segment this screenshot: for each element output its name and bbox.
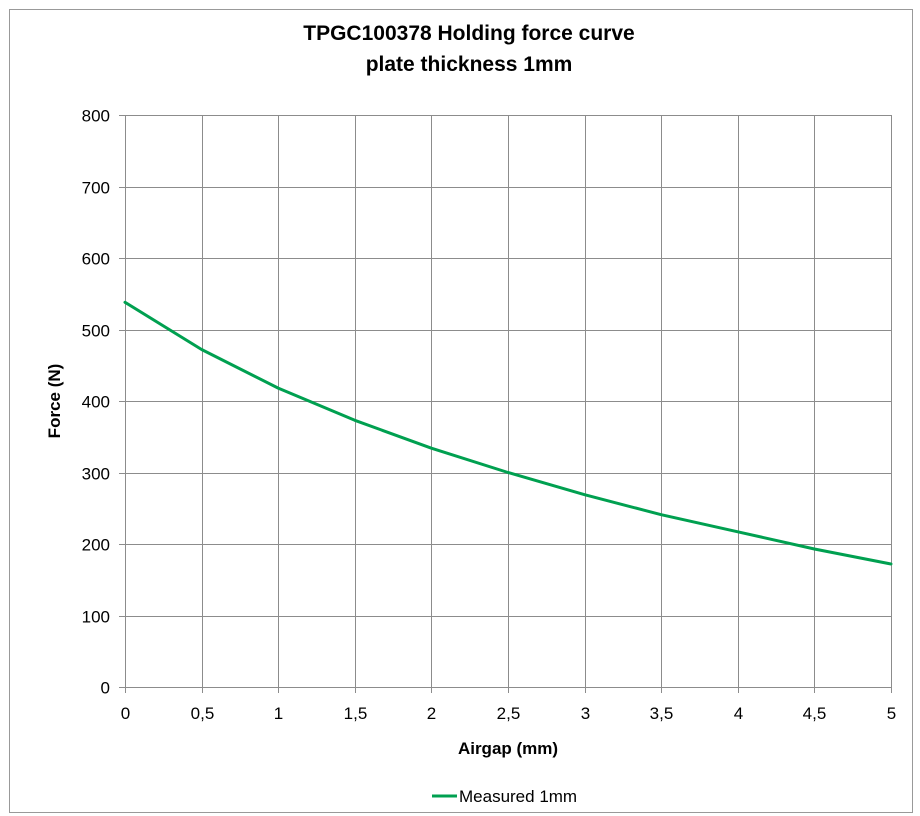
legend-label: Measured 1mm [459, 787, 577, 806]
x-tick-label: 1 [274, 704, 283, 723]
series-line-measured-1mm [123, 300, 893, 566]
y-tick-label: 300 [82, 465, 110, 484]
y-tick-label: 400 [82, 393, 110, 412]
x-tick-label: 0,5 [191, 704, 215, 723]
x-tick-label: 2,5 [497, 704, 521, 723]
axes [119, 115, 892, 693]
y-tick-label: 500 [82, 322, 110, 341]
x-tick-label: 3,5 [650, 704, 674, 723]
x-tick-label: 3 [581, 704, 590, 723]
x-tick-label: 0 [121, 704, 130, 723]
x-tick-label: 5 [887, 704, 896, 723]
y-tick-label: 700 [82, 179, 110, 198]
y-tick-label: 100 [82, 608, 110, 627]
tick-labels: 0 100 200 300 400 500 600 700 800 0 0,5 1 1,5 2 2,5 3 3,… [82, 107, 897, 724]
y-tick-label: 200 [82, 536, 110, 555]
y-tick-label: 800 [82, 107, 110, 126]
chart-frame [9, 9, 913, 813]
y-tick-label: 0 [101, 679, 110, 698]
series-layer [123, 300, 893, 566]
x-axis-label: Airgap (mm) [458, 739, 558, 758]
legend: Measured 1mm [432, 787, 577, 806]
x-tick-label: 1,5 [344, 704, 368, 723]
chart-title-line1: TPGC100378 Holding force curve [303, 22, 634, 45]
x-tick-label: 4,5 [803, 704, 827, 723]
x-tick-label: 4 [734, 704, 743, 723]
chart-title-line2: plate thickness 1mm [366, 53, 573, 76]
grid [125, 115, 892, 687]
y-tick-label: 600 [82, 250, 110, 269]
x-tick-label: 2 [427, 704, 436, 723]
y-axis-label: Force (N) [45, 364, 64, 439]
